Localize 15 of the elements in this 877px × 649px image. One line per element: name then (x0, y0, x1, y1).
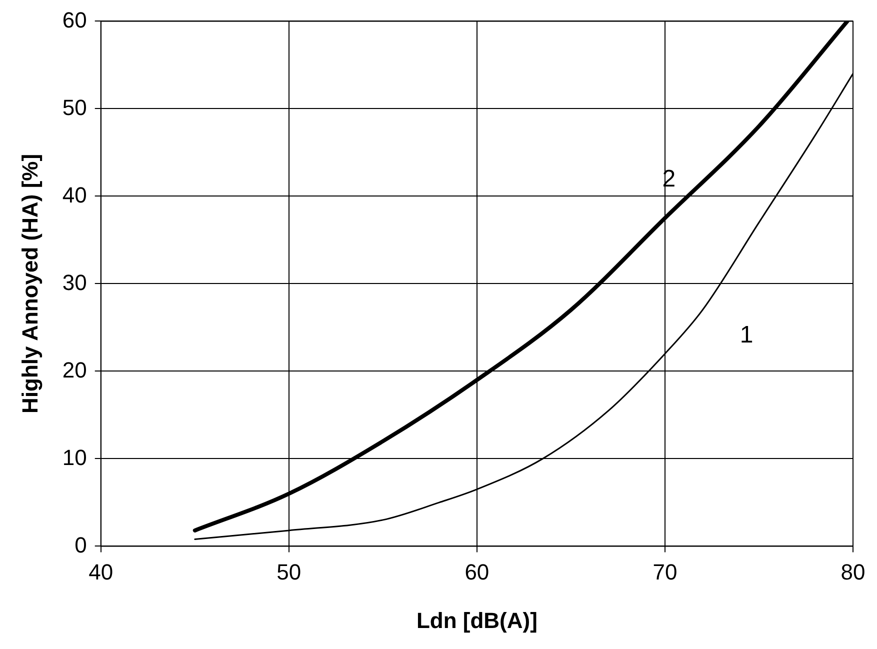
x-tick-label: 40 (88, 559, 114, 584)
y-tick-label: 20 (62, 357, 87, 382)
x-tick-label: 50 (276, 559, 302, 584)
x-tick-label: 60 (464, 559, 490, 584)
y-tick-label: 0 (74, 532, 87, 558)
y-tick-label: 60 (62, 7, 87, 32)
y-tick-label: 40 (62, 182, 87, 208)
y-tick-label: 10 (62, 444, 87, 470)
x-tick-label: 70 (652, 559, 678, 584)
x-axis-title: Ldn [dB(A)] (416, 608, 538, 633)
y-tick-label: 50 (62, 94, 87, 120)
x-tick-label: 80 (840, 559, 866, 584)
series-label: 1 (740, 322, 754, 349)
y-axis-title: Highly Annoyed (HA) [%] (17, 154, 42, 414)
y-tick-label: 30 (62, 270, 87, 295)
